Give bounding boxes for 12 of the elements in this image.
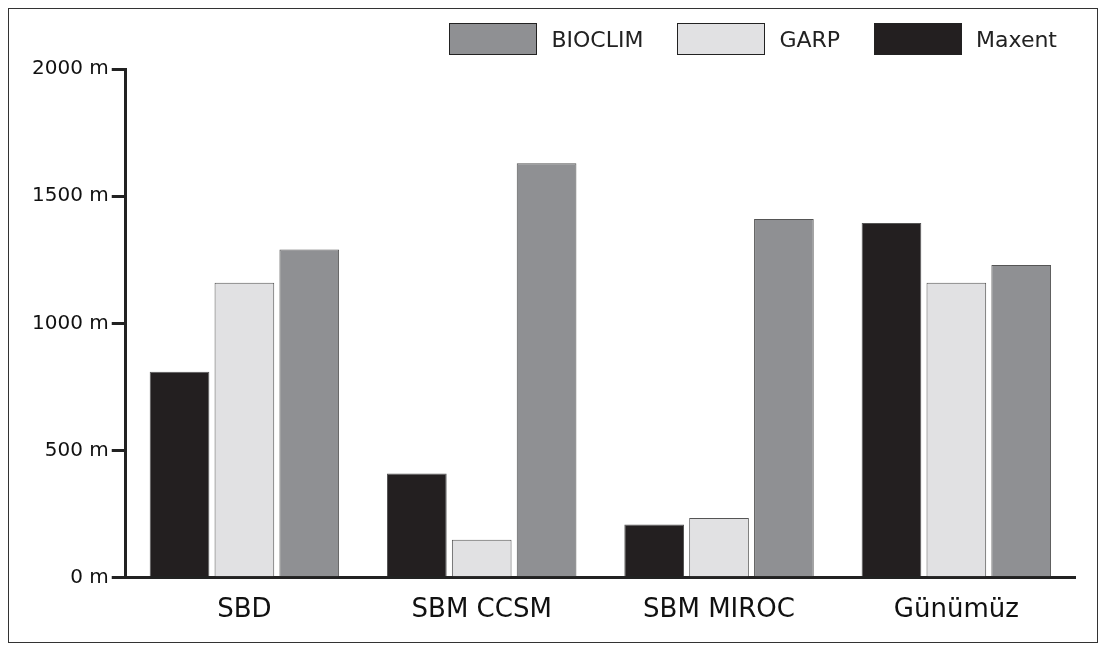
y-tick-label: 0 m [70, 564, 109, 588]
legend-label: Maxent [976, 26, 1057, 52]
x-tick-label: SBM CCSM [411, 593, 552, 624]
y-tick-label: 1000 m [31, 309, 109, 334]
x-tick-label: SBD [217, 593, 272, 624]
legend-label: BIOCLIM [551, 26, 644, 52]
x-tick-label: Günümüz [893, 593, 1019, 624]
legend-label: GARP [779, 26, 841, 52]
y-tick-label: 500 m [44, 436, 109, 461]
y-tick-label: 1500 m [31, 182, 109, 207]
x-tick-label: SBM MIROC [643, 593, 795, 624]
y-tick-label: 2000 m [31, 55, 109, 80]
